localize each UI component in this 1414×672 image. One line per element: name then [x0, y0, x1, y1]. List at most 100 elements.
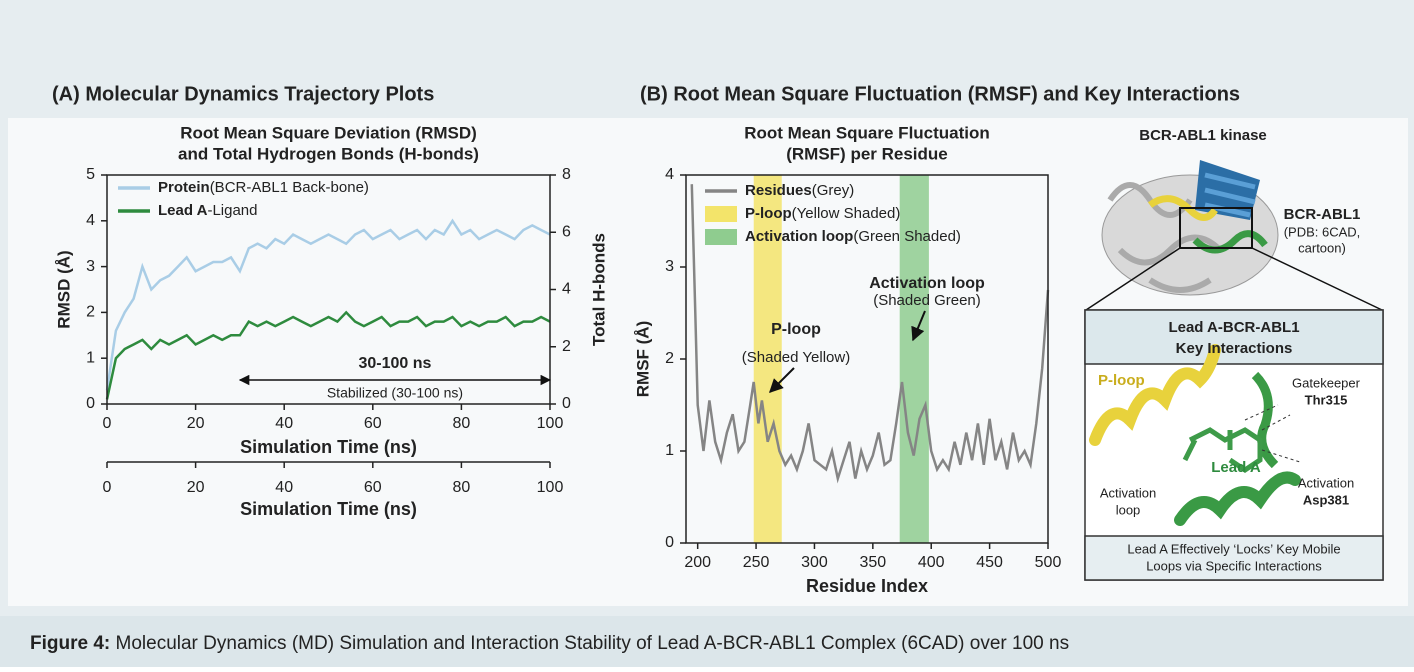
- x-tick-label: 40: [275, 415, 293, 432]
- annotation-title: 30-100 ns: [358, 355, 431, 372]
- y-axis-label: RMSF (Å): [633, 321, 652, 397]
- legend-label: P-loop(Yellow Shaded): [745, 205, 900, 222]
- structure-sublabel: (PDB: 6CAD,: [1284, 224, 1361, 239]
- x2-tick-label: 20: [187, 479, 205, 496]
- x2-tick-label: 80: [453, 479, 471, 496]
- legend-detail: (Yellow Shaded): [792, 205, 901, 222]
- y2-tick-label: 8: [562, 166, 571, 183]
- activation-loop-label: loop: [1116, 502, 1141, 517]
- panel-title: (B) Root Mean Square Fluctuation (RMSF) …: [640, 83, 1240, 105]
- annotation-arrow: [769, 367, 795, 393]
- x2-tick-label: 60: [364, 479, 382, 496]
- x-tick-label: 0: [103, 415, 112, 432]
- annotation-text: Stabilized (30-100 ns): [327, 385, 463, 401]
- legend-detail: (Green Shaded): [853, 228, 961, 245]
- legend-swatch: [705, 229, 737, 245]
- y-tick-label: 4: [86, 212, 95, 229]
- inset-title: Key Interactions: [1176, 340, 1293, 357]
- interaction-inset: [1084, 309, 1384, 581]
- data-line: [690, 184, 1050, 484]
- p-loop-label: P-loop: [1098, 372, 1145, 389]
- protein-structure: [1085, 160, 1383, 311]
- legend-detail: (Grey): [812, 182, 855, 199]
- x-tick-label: 450: [976, 554, 1003, 571]
- legend-name: Residues: [745, 182, 812, 199]
- x2-axis-label: Simulation Time (ns): [240, 499, 417, 519]
- shaded-region: [753, 175, 782, 543]
- x-tick-label: 100: [537, 415, 564, 432]
- legend-label: Residues(Grey): [745, 182, 854, 199]
- legend-name: Lead A: [158, 202, 208, 219]
- legend-label: Activation loop(Green Shaded): [745, 228, 961, 245]
- legend-swatch: [705, 206, 737, 222]
- caption: Figure 4: Molecular Dynamics (MD) Simula…: [30, 633, 1069, 654]
- y-tick-label: 4: [665, 166, 674, 183]
- y2-tick-label: 6: [562, 223, 571, 240]
- y-tick-label: 3: [86, 258, 95, 275]
- x2-tick-label: 40: [275, 479, 293, 496]
- x-axis-label: Residue Index: [806, 576, 928, 596]
- x-tick-label: 350: [859, 554, 886, 571]
- activation-label: Activation: [1298, 475, 1354, 490]
- inset-footer: Loops via Specific Interactions: [1146, 558, 1322, 573]
- caption-label: Figure 4:: [30, 633, 110, 654]
- x-tick-label: 400: [918, 554, 945, 571]
- y2-tick-label: 0: [562, 395, 571, 412]
- x-tick-label: 60: [364, 415, 382, 432]
- y-tick-label: 3: [665, 258, 674, 275]
- structure-label: BCR-ABL1: [1284, 206, 1361, 223]
- y2-axis-label: Total H-bonds: [589, 233, 608, 346]
- chart-title: (RMSF) per Residue: [786, 144, 948, 163]
- activation-label: Asp381: [1303, 492, 1349, 507]
- inset-footer: Lead A Effectively ‘Locks’ Key Mobile: [1127, 541, 1340, 556]
- chart-title: Root Mean Square Deviation (RMSD): [180, 123, 477, 142]
- y2-tick-label: 2: [562, 338, 571, 355]
- gatekeeper-label: Thr315: [1305, 392, 1348, 407]
- legend-name: Protein: [158, 179, 210, 196]
- x-tick-label: 500: [1035, 554, 1062, 571]
- annotation-arrow: [911, 310, 926, 342]
- inset-title: Lead A-BCR-ABL1: [1168, 319, 1299, 336]
- y-tick-label: 2: [665, 350, 674, 367]
- x-tick-label: 250: [743, 554, 770, 571]
- annotation-text: (Shaded Green): [873, 292, 981, 309]
- data-line: [105, 218, 551, 391]
- ligand-label: Lead A: [1211, 459, 1261, 476]
- y-tick-label: 2: [86, 304, 95, 321]
- x-tick-label: 20: [187, 415, 205, 432]
- panel-title: (A) Molecular Dynamics Trajectory Plots: [52, 83, 434, 105]
- gatekeeper-label: Gatekeeper: [1292, 375, 1361, 390]
- activation-loop-label: Activation: [1100, 485, 1156, 500]
- legend-detail: (BCR-ABL1 Back-bone): [210, 179, 369, 196]
- caption-band: [0, 616, 1414, 667]
- y-tick-label: 0: [86, 395, 95, 412]
- x-tick-label: 300: [801, 554, 828, 571]
- y-tick-label: 5: [86, 166, 95, 183]
- legend-label: Protein(BCR-ABL1 Back-bone): [158, 179, 369, 196]
- y-tick-label: 1: [86, 349, 95, 366]
- legend-name: Activation loop: [745, 228, 853, 245]
- x2-tick-label: 0: [103, 479, 112, 496]
- chart-title: and Total Hydrogen Bonds (H-bonds): [178, 144, 479, 163]
- caption-text: Molecular Dynamics (MD) Simulation and I…: [116, 633, 1070, 654]
- structure-sublabel: cartoon): [1298, 240, 1346, 255]
- y-axis-label: RMSD (Å): [54, 250, 73, 328]
- data-line: [105, 310, 551, 400]
- legend-detail: -Ligand: [207, 202, 257, 219]
- chart-title: Root Mean Square Fluctuation: [744, 123, 990, 142]
- x-tick-label: 80: [453, 415, 471, 432]
- y-tick-label: 0: [665, 534, 674, 551]
- y-tick-label: 1: [665, 442, 674, 459]
- legend-name: P-loop: [745, 205, 792, 222]
- x-tick-label: 200: [684, 554, 711, 571]
- structure-title: BCR-ABL1 kinase: [1139, 127, 1267, 144]
- annotation-text: (Shaded Yellow): [742, 349, 850, 366]
- y2-tick-label: 4: [562, 281, 571, 298]
- legend-label: Lead A-Ligand: [158, 202, 258, 219]
- shaded-region: [899, 175, 929, 543]
- annotation-title: P-loop: [771, 321, 821, 338]
- x2-tick-label: 100: [537, 479, 564, 496]
- annotation-title: Activation loop: [869, 275, 985, 292]
- x-axis-label: Simulation Time (ns): [240, 437, 417, 457]
